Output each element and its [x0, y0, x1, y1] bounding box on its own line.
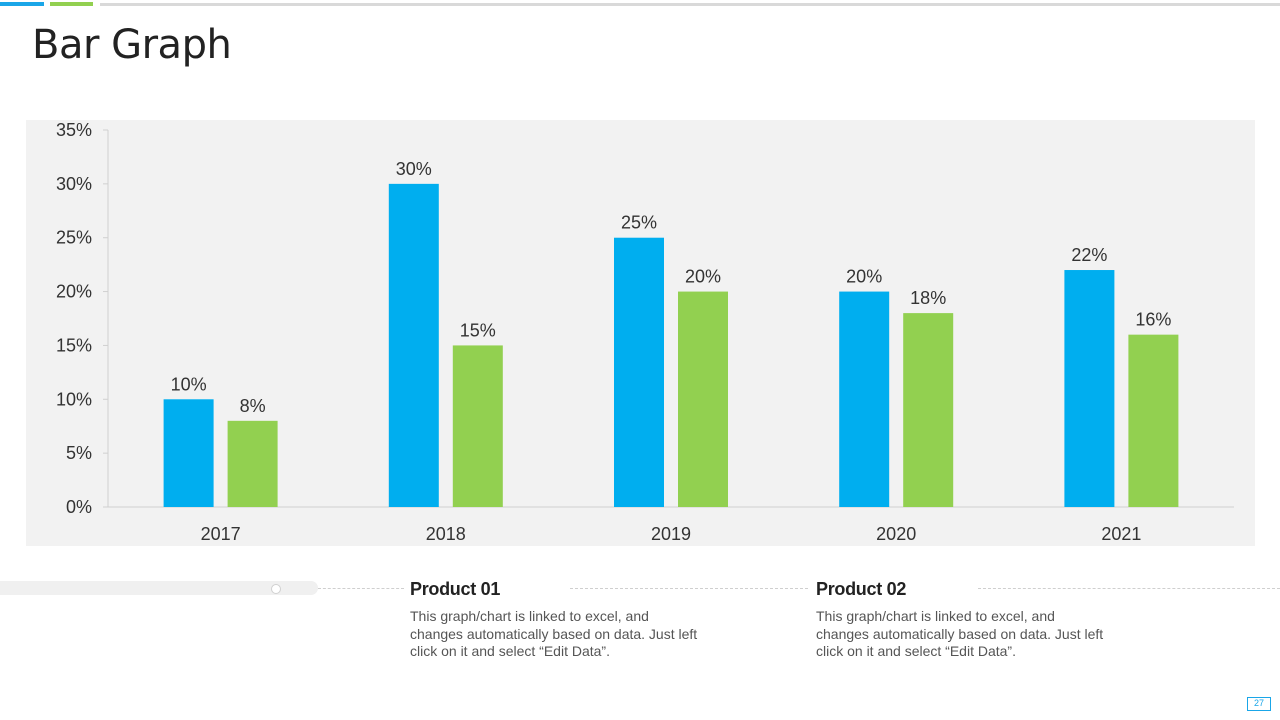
product-01-title: Product 01 [410, 579, 501, 599]
x-tick-label: 2021 [1101, 524, 1141, 544]
data-label: 18% [910, 288, 946, 308]
data-label: 10% [171, 374, 207, 394]
bar-2017-series-2 [227, 420, 278, 507]
y-tick-label: 30% [56, 174, 92, 194]
product-02-block: Product 02 This graph/chart is linked to… [816, 579, 1106, 661]
data-label: 30% [396, 159, 432, 179]
data-label: 22% [1071, 245, 1107, 265]
bar-2017-series-1 [163, 399, 214, 507]
bar-2019-series-2 [678, 291, 728, 507]
y-tick-label: 5% [66, 443, 92, 463]
bar-2020-series-1 [839, 291, 890, 507]
bar-2020-series-2 [903, 313, 954, 507]
y-tick-label: 35% [56, 120, 92, 140]
product-01-block: Product 01 This graph/chart is linked to… [410, 579, 700, 661]
y-tick-label: 0% [66, 497, 92, 517]
slide-title: Bar Graph [32, 22, 232, 68]
product-02-description: This graph/chart is linked to excel, and… [816, 608, 1104, 659]
bar-2018-series-1 [388, 183, 439, 507]
y-tick-label: 10% [56, 389, 92, 409]
y-tick-label: 25% [56, 228, 92, 248]
top-accent-blue [0, 2, 44, 6]
bar-2018-series-2 [452, 345, 503, 507]
x-tick-label: 2017 [201, 524, 241, 544]
page-number: 27 [1253, 698, 1264, 708]
dashed-line [570, 588, 808, 589]
dashed-line [978, 588, 1280, 589]
data-label: 8% [240, 396, 266, 416]
data-label: 16% [1135, 310, 1171, 330]
data-label: 20% [846, 267, 882, 287]
x-tick-label: 2020 [876, 524, 916, 544]
data-label: 25% [621, 213, 657, 233]
bar-2021-series-1 [1064, 270, 1115, 507]
data-label: 20% [685, 267, 721, 287]
footer-dot [271, 584, 281, 594]
product-02-title: Product 02 [816, 579, 907, 599]
bar-2019-series-1 [614, 237, 664, 507]
page-number-box [1247, 697, 1271, 711]
bar-2021-series-2 [1128, 334, 1179, 507]
y-tick-label: 15% [56, 335, 92, 355]
top-accent-green [50, 2, 93, 6]
y-tick-label: 20% [56, 282, 92, 302]
x-tick-label: 2018 [426, 524, 466, 544]
x-tick-label: 2019 [651, 524, 691, 544]
product-01-description: This graph/chart is linked to excel, and… [410, 608, 698, 659]
top-accent-line [100, 3, 1280, 6]
data-label: 15% [460, 320, 496, 340]
page-number-badge: 27 [1247, 697, 1271, 713]
footer-bar [0, 581, 318, 595]
dashed-line [318, 588, 404, 589]
